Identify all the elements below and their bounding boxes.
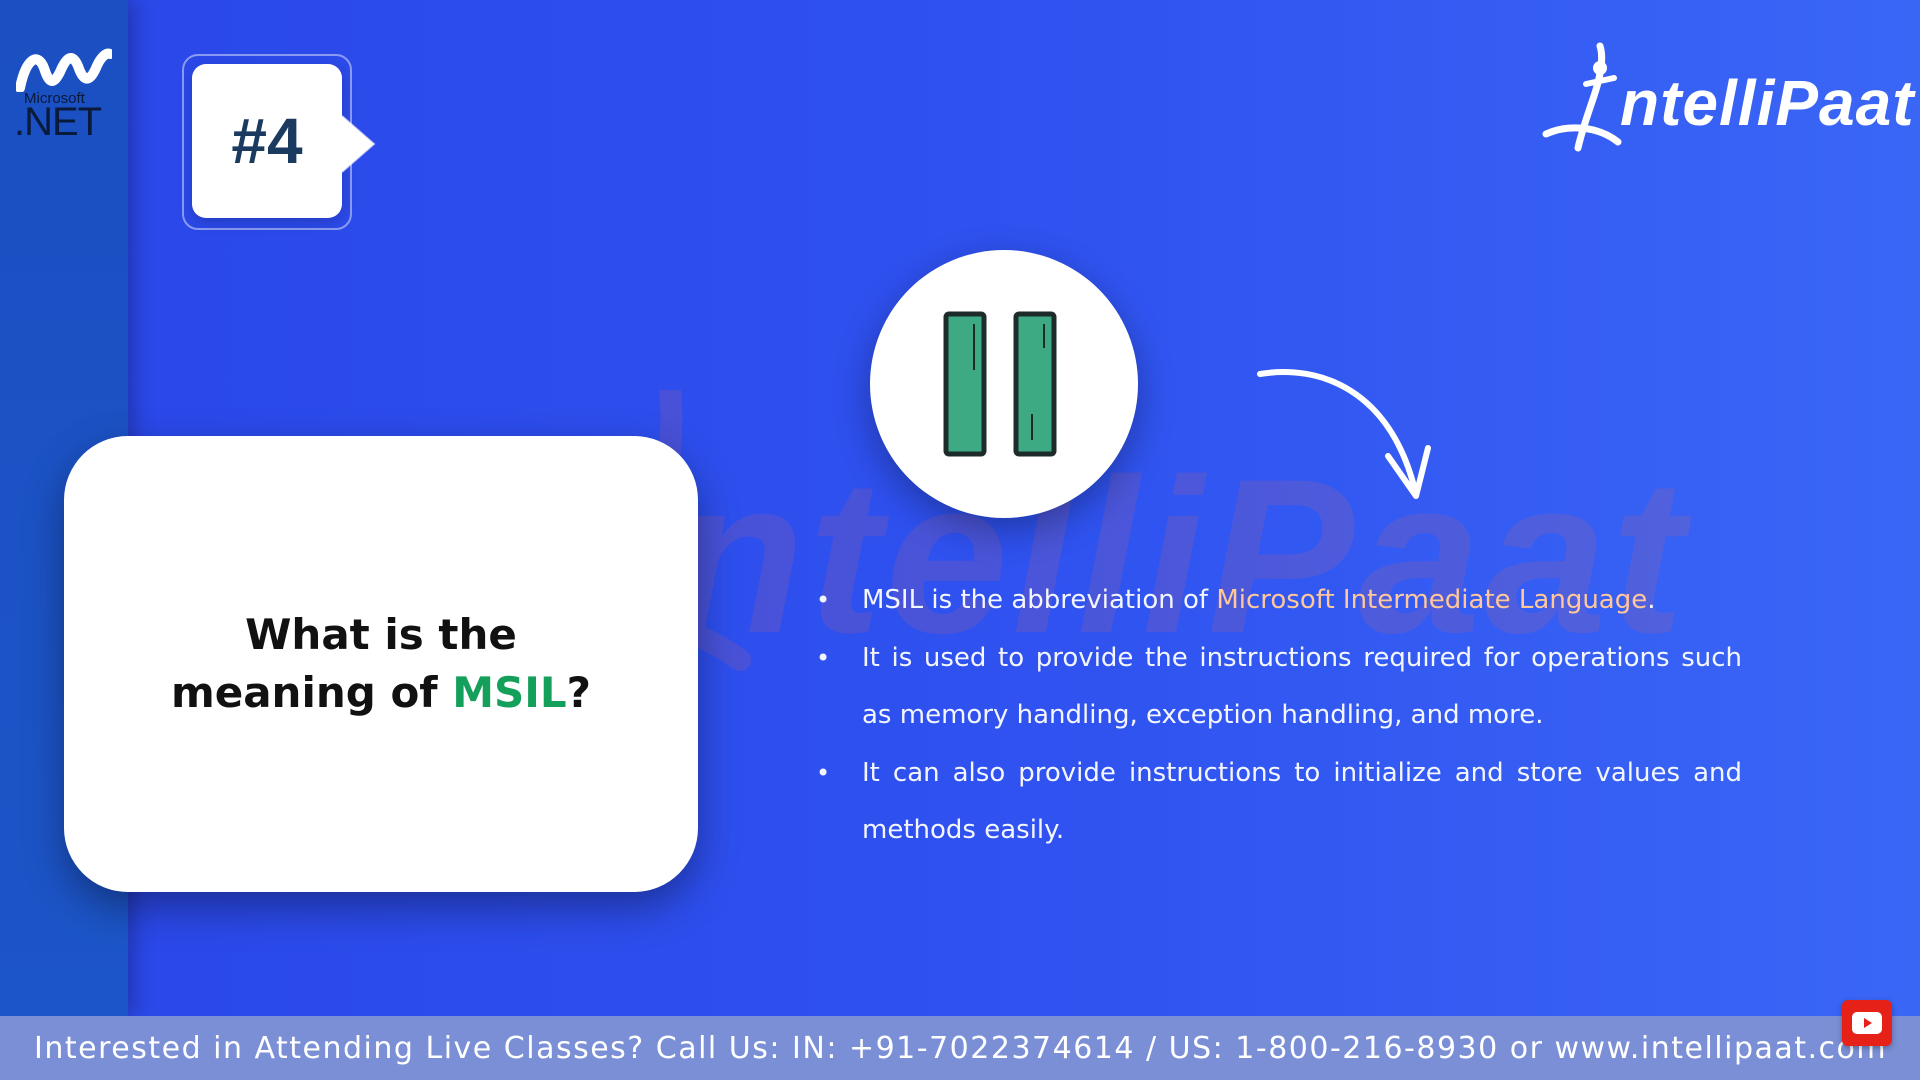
question-number-badge: #4 — [176, 50, 386, 240]
footer-contact-text: Interested in Attending Live Classes? Ca… — [34, 1030, 1888, 1066]
youtube-subscribe-button[interactable] — [1842, 1000, 1892, 1046]
question-line-2-prefix: meaning of — [170, 668, 453, 717]
answer-bullet-list: MSIL is the abbreviation of Microsoft In… — [812, 572, 1742, 860]
badge-pointer-icon — [341, 115, 376, 173]
footer-banner: Interested in Attending Live Classes? Ca… — [0, 1016, 1920, 1080]
youtube-play-icon — [1852, 1012, 1882, 1034]
intellipaat-logo: ntelliPaat — [1538, 38, 1914, 158]
bullet-1-prefix: MSIL is the abbreviation of — [862, 585, 1217, 615]
dotnet-net-label: .NET — [14, 100, 102, 144]
dotnet-microsoft-label: Microsoft — [24, 90, 85, 107]
question-line-2-suffix: ? — [566, 668, 592, 717]
question-card: What is the meaning of MSIL? — [64, 436, 698, 892]
question-highlight: MSIL — [452, 668, 567, 717]
pause-icon — [943, 311, 1057, 457]
dotnet-wave-icon — [16, 48, 112, 92]
pause-button[interactable] — [870, 250, 1138, 518]
bullet-item-2: It is used to provide the instructions r… — [812, 630, 1742, 745]
intellipaat-runner-icon — [1542, 42, 1622, 152]
curved-arrow-icon — [1257, 369, 1431, 499]
question-number: #4 — [231, 105, 303, 177]
bullet-item-1: MSIL is the abbreviation of Microsoft In… — [812, 572, 1742, 630]
bullet-item-3: It can also provide instructions to init… — [812, 745, 1742, 860]
bullet-1-highlight: Microsoft Intermediate Language — [1216, 585, 1648, 615]
dotnet-logo: Microsoft .NET — [14, 48, 114, 148]
bullet-1-suffix: . — [1647, 585, 1656, 615]
question-text: What is the meaning of MSIL? — [171, 606, 591, 722]
question-line-1: What is the — [245, 610, 517, 659]
intellipaat-wordmark: ntelliPaat — [1620, 67, 1915, 139]
badge-card: #4 — [192, 64, 342, 218]
